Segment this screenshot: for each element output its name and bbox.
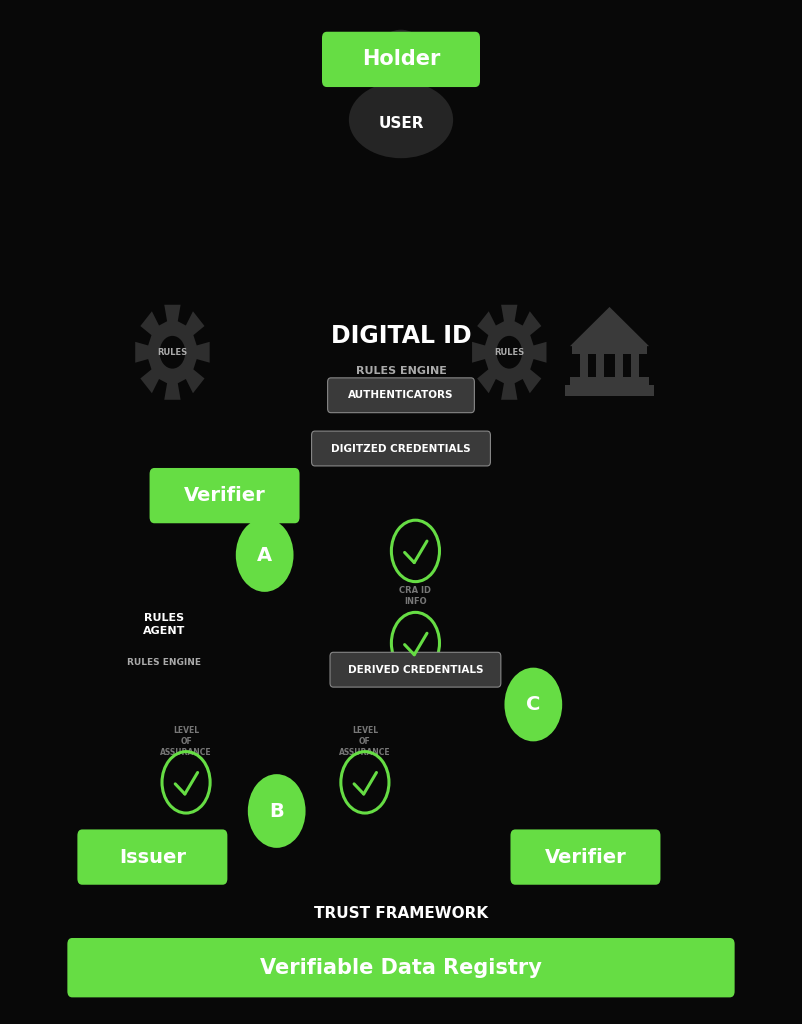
Text: DIGITZED CREDENTIALS: DIGITZED CREDENTIALS [331, 443, 471, 454]
Text: RULES: RULES [494, 348, 525, 356]
FancyBboxPatch shape [631, 353, 639, 378]
Text: RULES: RULES [157, 348, 188, 356]
Ellipse shape [349, 82, 453, 158]
Text: USER: USER [379, 117, 423, 131]
Text: Issuer: Issuer [119, 848, 186, 866]
FancyBboxPatch shape [597, 353, 604, 378]
Circle shape [504, 668, 562, 741]
Text: AUTHENTICATORS: AUTHENTICATORS [348, 390, 454, 400]
FancyBboxPatch shape [77, 829, 228, 885]
FancyBboxPatch shape [510, 829, 660, 885]
FancyBboxPatch shape [565, 385, 654, 396]
Text: RULES ENGINE: RULES ENGINE [128, 658, 201, 667]
Text: A: A [257, 546, 272, 564]
FancyBboxPatch shape [580, 353, 588, 378]
Text: CRA ID
INFO: CRA ID INFO [399, 586, 431, 606]
FancyBboxPatch shape [573, 345, 646, 354]
Text: Verifier: Verifier [545, 848, 626, 866]
Circle shape [236, 518, 294, 592]
FancyBboxPatch shape [330, 652, 500, 687]
Text: C: C [526, 695, 541, 714]
FancyBboxPatch shape [570, 377, 649, 386]
Text: B: B [269, 802, 284, 820]
Circle shape [248, 774, 306, 848]
Text: RULES ENGINE: RULES ENGINE [355, 366, 447, 376]
Text: TRUST FRAMEWORK: TRUST FRAMEWORK [314, 906, 488, 921]
Text: LEVEL
OF
ASSURANCE: LEVEL OF ASSURANCE [339, 726, 391, 757]
Polygon shape [472, 305, 546, 399]
FancyBboxPatch shape [327, 378, 474, 413]
Circle shape [160, 336, 185, 369]
FancyBboxPatch shape [149, 468, 300, 523]
Text: DIGITAL ID: DIGITAL ID [330, 324, 472, 348]
Circle shape [371, 30, 431, 108]
Polygon shape [136, 305, 209, 399]
Text: DERIVED CREDENTIALS: DERIVED CREDENTIALS [348, 665, 483, 675]
Text: Holder: Holder [362, 49, 440, 70]
FancyBboxPatch shape [615, 353, 622, 378]
Polygon shape [570, 307, 649, 346]
FancyBboxPatch shape [322, 32, 480, 87]
Text: RULES
AGENT: RULES AGENT [144, 613, 185, 636]
Text: Verifiable Data Registry: Verifiable Data Registry [260, 957, 542, 978]
Text: LEVEL
OF
ASSURANCE: LEVEL OF ASSURANCE [160, 726, 212, 757]
Text: Verifier: Verifier [184, 486, 265, 505]
Circle shape [496, 336, 522, 369]
FancyBboxPatch shape [67, 938, 735, 997]
FancyBboxPatch shape [311, 431, 491, 466]
